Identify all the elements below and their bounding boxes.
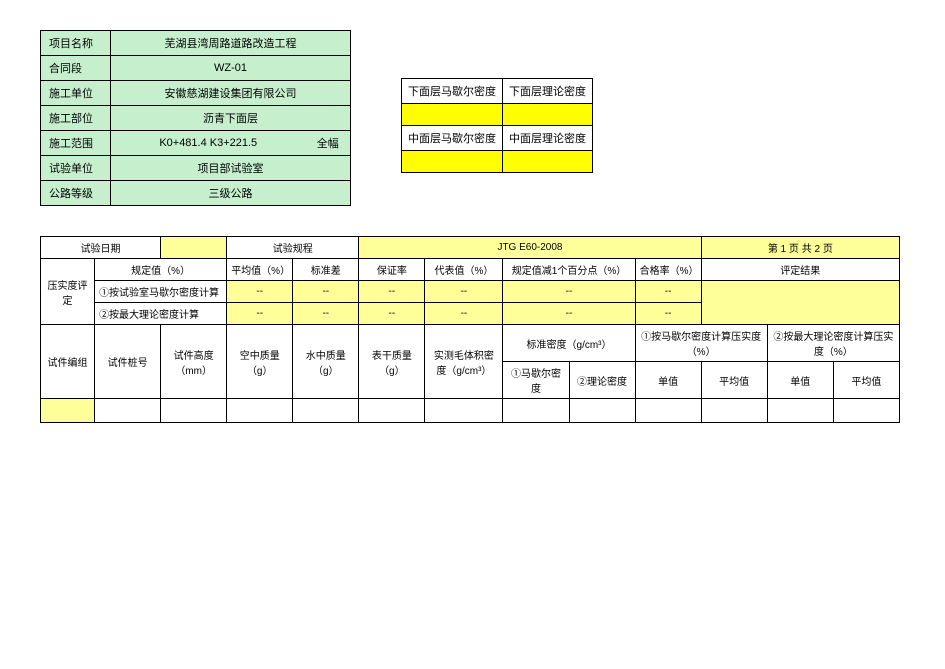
value-range-extra: 全幅 xyxy=(306,131,351,156)
density-mid-marshall-value xyxy=(402,151,503,173)
col-m-single: 单值 xyxy=(635,362,701,399)
col-theory-density: ②理论密度 xyxy=(569,362,635,399)
density-table: 下面层马歇尔密度 下面层理论密度 中面层马歇尔密度 中面层理论密度 xyxy=(401,78,593,173)
m1-std: -- xyxy=(293,281,359,303)
m1-assure: -- xyxy=(359,281,425,303)
page-info: 第 1 页 共 2 页 xyxy=(701,237,899,259)
data-group xyxy=(41,399,95,423)
header-assure: 保证率 xyxy=(359,259,425,281)
density-mid-theory-value xyxy=(503,151,593,173)
m2-assure: -- xyxy=(359,303,425,325)
label-range: 施工范围 xyxy=(41,131,111,156)
m2-std: -- xyxy=(293,303,359,325)
result-cell xyxy=(701,281,899,325)
value-project: 芜湖县湾周路道路改造工程 xyxy=(111,31,351,56)
value-contract: WZ-01 xyxy=(111,56,351,81)
m2-avg: -- xyxy=(227,303,293,325)
data-m-avg xyxy=(701,399,767,423)
density-lower-theory-label: 下面层理论密度 xyxy=(503,79,593,104)
col-water: 水中质量（g） xyxy=(293,325,359,399)
value-unit: 安徽慈湖建设集团有限公司 xyxy=(111,81,351,106)
col-t-avg: 平均值 xyxy=(833,362,899,399)
data-pile xyxy=(95,399,161,423)
m1-avg: -- xyxy=(227,281,293,303)
density-mid-theory-label: 中面层理论密度 xyxy=(503,126,593,151)
density-lower-marshall-label: 下面层马歇尔密度 xyxy=(402,79,503,104)
m1-minus1: -- xyxy=(503,281,635,303)
col-dry: 表干质量（g） xyxy=(359,325,425,399)
m1-rep: -- xyxy=(425,281,503,303)
data-air xyxy=(227,399,293,423)
method2-label: ②按最大理论密度计算 xyxy=(95,303,227,325)
m2-pass: -- xyxy=(635,303,701,325)
density-lower-marshall-value xyxy=(402,104,503,126)
label-contract: 合同段 xyxy=(41,56,111,81)
test-spec-label: 试验规程 xyxy=(227,237,359,259)
value-test-unit: 项目部试验室 xyxy=(111,156,351,181)
header-std: 标准差 xyxy=(293,259,359,281)
compaction-label: 压实度评定 xyxy=(41,259,95,325)
col-marshall-density: ①马歇尔密度 xyxy=(503,362,569,399)
col-air: 空中质量（g） xyxy=(227,325,293,399)
m2-rep: -- xyxy=(425,303,503,325)
density-mid-marshall-label: 中面层马歇尔密度 xyxy=(402,126,503,151)
value-part: 沥青下面层 xyxy=(111,106,351,131)
data-m-single xyxy=(635,399,701,423)
data-t-avg xyxy=(833,399,899,423)
data-height xyxy=(161,399,227,423)
data-theory-d xyxy=(569,399,635,423)
label-unit: 施工单位 xyxy=(41,81,111,106)
label-project: 项目名称 xyxy=(41,31,111,56)
test-date-label: 试验日期 xyxy=(41,237,161,259)
data-water xyxy=(293,399,359,423)
header-rep: 代表值（%） xyxy=(425,259,503,281)
col-m-avg: 平均值 xyxy=(701,362,767,399)
m2-minus1: -- xyxy=(503,303,635,325)
label-road-grade: 公路等级 xyxy=(41,181,111,206)
project-info-table: 项目名称 芜湖县湾周路道路改造工程 合同段 WZ-01 施工单位 安徽慈湖建设集… xyxy=(40,30,351,206)
header-avg: 平均值（%） xyxy=(227,259,293,281)
col-bulk: 实测毛体积密度（g/cm³） xyxy=(425,325,503,399)
col-group: 试件编组 xyxy=(41,325,95,399)
col-height: 试件高度（mm） xyxy=(161,325,227,399)
density-lower-theory-value xyxy=(503,104,593,126)
main-data-table: 试验日期 试验规程 JTG E60-2008 第 1 页 共 2 页 压实度评定… xyxy=(40,236,900,423)
col-pile: 试件桩号 xyxy=(95,325,161,399)
header-result: 评定结果 xyxy=(701,259,899,281)
label-test-unit: 试验单位 xyxy=(41,156,111,181)
header-spec-val: 规定值（%） xyxy=(95,259,227,281)
test-date-value xyxy=(161,237,227,259)
data-t-single xyxy=(767,399,833,423)
col-marshall-group: ①按马歇尔密度计算压实度（%） xyxy=(635,325,767,362)
value-range: K0+481.4 K3+221.5 xyxy=(111,131,306,156)
value-road-grade: 三级公路 xyxy=(111,181,351,206)
header-pass: 合格率（%） xyxy=(635,259,701,281)
label-part: 施工部位 xyxy=(41,106,111,131)
method1-label: ①按试验室马歇尔密度计算 xyxy=(95,281,227,303)
test-spec-value: JTG E60-2008 xyxy=(359,237,701,259)
col-t-single: 单值 xyxy=(767,362,833,399)
data-bulk xyxy=(425,399,503,423)
col-theory-group: ②按最大理论密度计算压实度（%） xyxy=(767,325,899,362)
header-minus1: 规定值减1个百分点（%） xyxy=(503,259,635,281)
m1-pass: -- xyxy=(635,281,701,303)
data-dry xyxy=(359,399,425,423)
data-marshall-d xyxy=(503,399,569,423)
col-std-density: 标准密度（g/cm³） xyxy=(503,325,635,362)
